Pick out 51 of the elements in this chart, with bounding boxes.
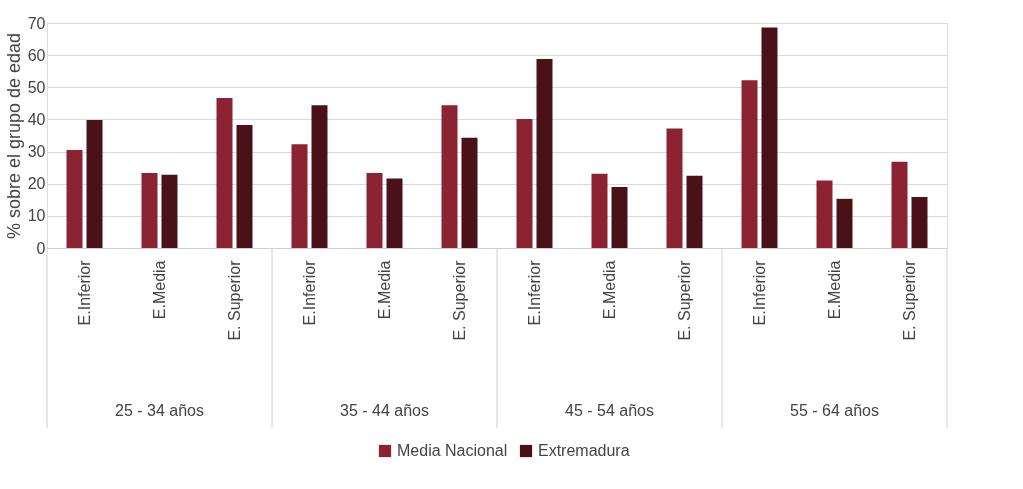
text: 55 - 64 años [790, 402, 879, 419]
x-tick-label: E. Superior [225, 259, 243, 341]
bar [611, 186, 628, 248]
x-tick-label: E.Inferior [75, 259, 93, 326]
x-tick-label: E.Inferior [525, 259, 543, 326]
x-tick-label: E.Media [825, 260, 843, 320]
y-tick-label: 40 [27, 110, 46, 128]
bar [891, 161, 908, 248]
bar [461, 137, 478, 248]
x-tick-label: E. Superior [675, 259, 693, 341]
x-tick-label: E.Media [150, 260, 168, 320]
text: 25 - 34 años [115, 402, 204, 419]
x-tick-label: E.Media [600, 260, 618, 320]
bar [836, 198, 853, 248]
y-tick-label: 20 [27, 175, 46, 193]
x-tick-label: E.Inferior [300, 259, 318, 326]
y-tick-label: 60 [27, 46, 46, 64]
bar [386, 178, 403, 248]
bar [741, 80, 758, 248]
bar [441, 105, 458, 248]
bar [311, 105, 328, 248]
y-axis-title: % sobre el grupo de edad [3, 32, 24, 240]
bar [686, 175, 703, 248]
legend-label: Media Nacional [397, 442, 508, 459]
bar [291, 144, 308, 248]
y-tick-label: 10 [27, 207, 46, 225]
bar [236, 124, 253, 248]
y-tick-label: 70 [27, 14, 46, 32]
y-tick-label: 30 [27, 143, 46, 161]
bar [911, 196, 928, 248]
bar [816, 180, 833, 248]
bar [516, 119, 533, 248]
x-tick-label: E. Superior [450, 259, 468, 341]
x-tick-label: E.Inferior [750, 259, 768, 326]
x-tick-label: E. Superior [900, 259, 918, 341]
bar [366, 173, 383, 248]
y-tick-label: 50 [27, 78, 46, 96]
bar [161, 174, 178, 248]
bar [66, 149, 83, 248]
x-tick-label: E.Media [375, 260, 393, 320]
bar [536, 59, 553, 248]
legend-label: Extremadura [538, 442, 630, 459]
bar [666, 128, 683, 248]
y-tick-label: 0 [36, 239, 46, 257]
text: 35 - 44 años [340, 402, 429, 419]
bar [141, 173, 158, 248]
text: 45 - 54 años [565, 402, 654, 419]
bar [86, 120, 103, 248]
bar [761, 27, 778, 248]
bar [591, 173, 608, 248]
bar [216, 97, 233, 248]
